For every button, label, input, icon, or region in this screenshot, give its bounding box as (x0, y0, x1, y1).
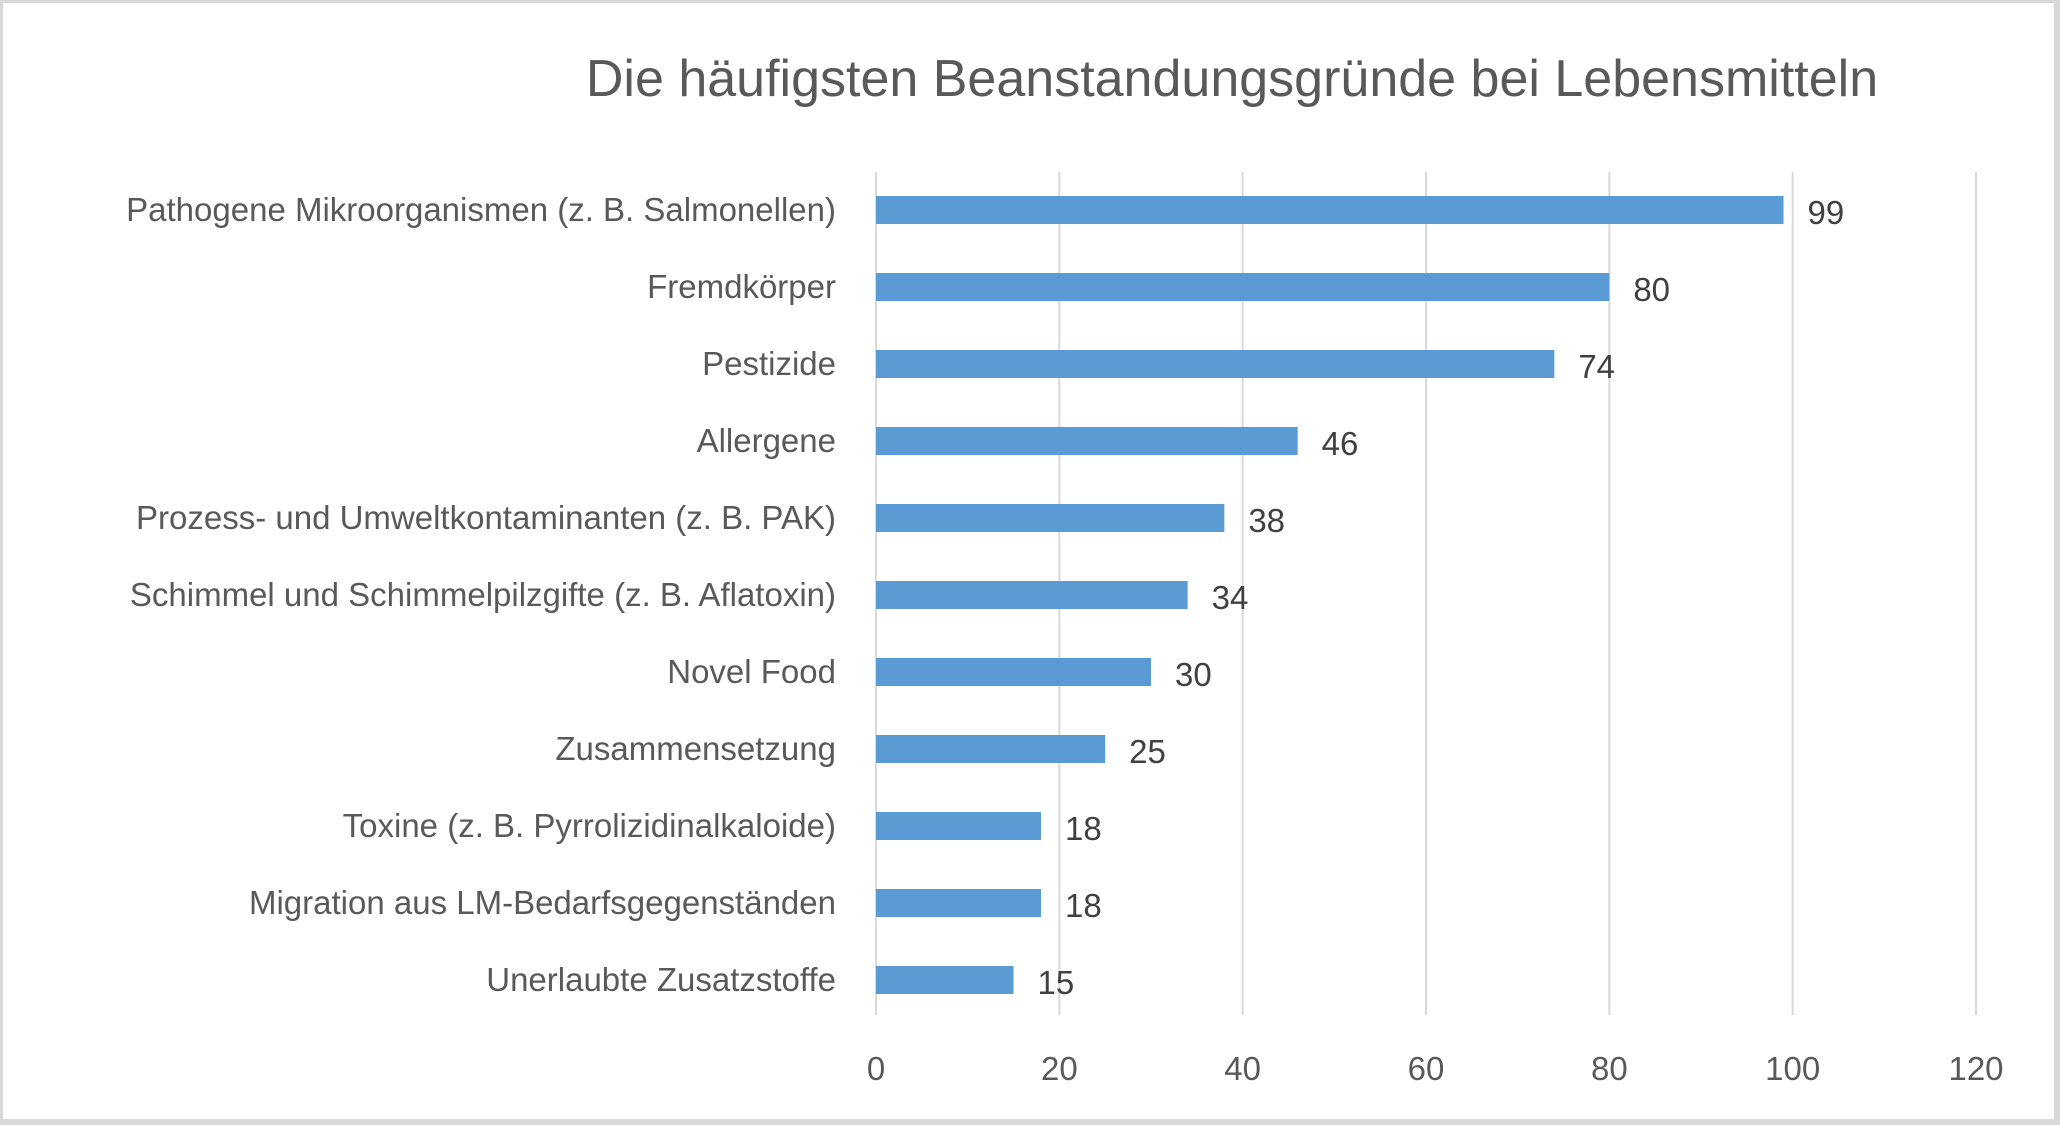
data-label: 99 (1808, 194, 1845, 231)
category-label: Pathogene Mikroorganismen (z. B. Salmone… (126, 191, 836, 228)
category-label: Toxine (z. B. Pyrrolizidinalkaloide) (343, 807, 836, 844)
x-tick-label: 20 (1041, 1050, 1078, 1087)
chart-title: Die häufigsten Beanstandungsgründe bei L… (586, 50, 1878, 108)
category-labels: Pathogene Mikroorganismen (z. B. Salmone… (126, 191, 836, 998)
bars (876, 196, 1784, 994)
data-labels: 99 80 74 46 38 34 30 25 18 18 15 (1038, 194, 1845, 1001)
x-axis-tick-labels: 0 20 40 60 80 100 120 (867, 1050, 2004, 1087)
bar (876, 889, 1041, 917)
chart-area (3, 3, 2054, 1119)
category-label: Prozess- und Umweltkontaminanten (z. B. … (136, 499, 836, 536)
data-label: 34 (1212, 579, 1249, 616)
bar (876, 350, 1555, 378)
category-label: Novel Food (667, 653, 836, 690)
category-label: Zusammensetzung (555, 730, 836, 767)
bar (876, 196, 1784, 224)
category-label: Unerlaubte Zusatzstoffe (486, 961, 836, 998)
bar (876, 504, 1225, 532)
data-label: 46 (1322, 425, 1359, 462)
category-label: Fremdkörper (647, 268, 836, 305)
data-label: 74 (1578, 348, 1615, 385)
data-label: 25 (1129, 733, 1166, 770)
x-tick-label: 60 (1408, 1050, 1445, 1087)
x-tick-label: 40 (1224, 1050, 1261, 1087)
bar (876, 735, 1106, 763)
data-label: 18 (1065, 887, 1102, 924)
bar (876, 658, 1151, 686)
x-tick-label: 80 (1591, 1050, 1628, 1087)
category-label: Allergene (697, 422, 836, 459)
category-label: Migration aus LM-Bedarfsgegenständen (249, 884, 836, 921)
data-label: 80 (1633, 271, 1670, 308)
bar (876, 812, 1041, 840)
category-label: Schimmel und Schimmelpilzgifte (z. B. Af… (130, 576, 836, 613)
x-tick-label: 100 (1765, 1050, 1820, 1087)
bar (876, 581, 1188, 609)
bar (876, 427, 1298, 455)
bar (876, 966, 1014, 994)
data-label: 18 (1065, 810, 1102, 847)
bar (876, 273, 1610, 301)
data-label: 15 (1038, 964, 1075, 1001)
x-tick-label: 120 (1948, 1050, 2003, 1087)
x-tick-label: 0 (867, 1050, 885, 1087)
data-label: 38 (1248, 502, 1285, 539)
data-label: 30 (1175, 656, 1212, 693)
category-label: Pestizide (702, 345, 836, 382)
